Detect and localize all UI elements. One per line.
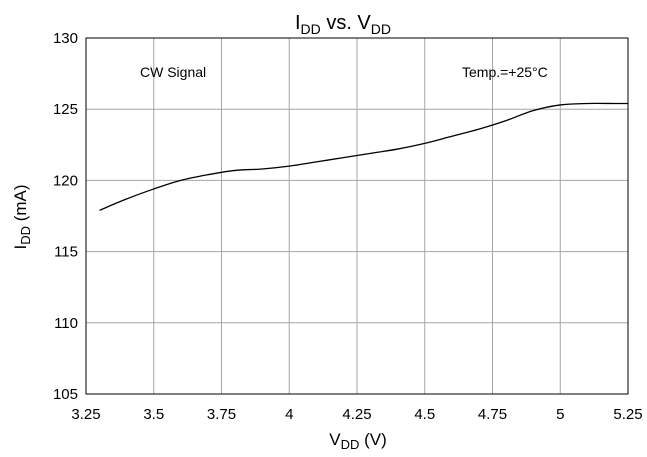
y-tick-label: 125 [53,101,78,118]
x-tick-labels: 3.25 3.5 3.75 4 4.25 4.5 4.75 5 5.25 [71,406,642,423]
annotation-temperature: Temp.=+25°C [462,64,548,80]
y-tick-label: 130 [53,30,78,47]
y-axis-title: IDD (mA) [11,184,33,249]
chart-title: IDD vs. VDD [295,12,391,37]
y-tick-label: 110 [54,315,78,332]
x-tick-label: 3.5 [143,406,164,423]
x-tick-label: 5.25 [613,406,642,423]
x-tick-label: 3.75 [207,406,236,423]
grid [86,38,628,394]
series-line-0 [99,102,628,211]
y-tick-label: 115 [54,244,78,261]
x-tick-label: 3.25 [71,406,100,423]
x-tick-label: 4.5 [414,406,435,423]
x-tick-label: 4 [285,406,293,423]
y-tick-labels: 105 110 115 120 125 130 [53,30,78,403]
series-layer [99,102,628,211]
x-axis-title: VDD (V) [329,430,387,452]
x-tick-label: 4.75 [478,406,507,423]
plot-frame [85,37,629,395]
annotation-cw-signal: CW Signal [140,64,206,80]
y-tick-label: 120 [53,172,78,189]
x-tick-label: 5 [556,406,564,423]
x-tick-label: 4.25 [342,406,371,423]
y-tick-label: 105 [53,386,78,403]
